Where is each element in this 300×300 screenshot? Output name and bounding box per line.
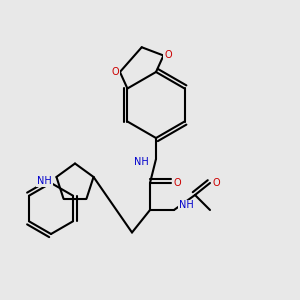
Text: NH: NH — [134, 157, 148, 167]
Text: O: O — [212, 178, 220, 188]
Text: O: O — [112, 67, 119, 77]
Text: O: O — [164, 50, 172, 61]
Text: O: O — [173, 178, 181, 188]
Text: NH: NH — [37, 176, 52, 187]
Text: NH: NH — [178, 200, 193, 211]
